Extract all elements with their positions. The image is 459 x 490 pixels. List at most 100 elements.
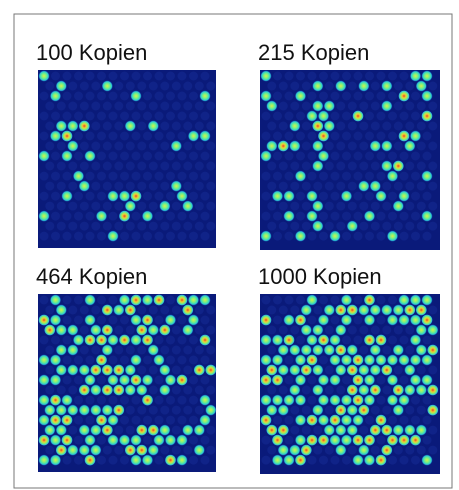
well <box>308 72 317 81</box>
spot <box>50 90 61 101</box>
spot <box>398 354 409 365</box>
well <box>120 232 129 241</box>
well <box>325 406 334 415</box>
well <box>319 296 328 305</box>
well <box>308 232 317 241</box>
well <box>206 162 215 171</box>
spot <box>329 374 340 385</box>
well <box>109 172 118 181</box>
well <box>371 102 380 111</box>
well <box>400 376 409 385</box>
well <box>63 232 72 241</box>
well <box>97 192 106 201</box>
well <box>206 306 215 315</box>
well <box>114 162 123 171</box>
well <box>273 92 282 101</box>
well <box>143 172 152 181</box>
well <box>109 296 118 305</box>
well <box>262 112 271 121</box>
spot <box>176 294 187 305</box>
well <box>405 182 414 191</box>
well <box>178 212 187 221</box>
well <box>103 122 112 131</box>
well <box>400 152 409 161</box>
spot <box>125 445 136 456</box>
spot <box>153 435 164 446</box>
spot <box>56 304 67 315</box>
spot <box>370 384 381 395</box>
spot <box>84 294 95 305</box>
well <box>285 416 294 425</box>
well <box>365 172 374 181</box>
well <box>178 416 187 425</box>
spot <box>130 191 141 202</box>
well <box>417 222 426 231</box>
spot <box>398 314 409 325</box>
spot <box>136 425 147 436</box>
spot <box>61 191 72 202</box>
spot <box>421 171 432 182</box>
well <box>172 306 181 315</box>
well <box>155 132 164 141</box>
spot <box>194 425 205 436</box>
well <box>166 356 175 365</box>
well <box>45 446 54 455</box>
well <box>155 316 164 325</box>
well <box>183 102 192 111</box>
spot <box>318 334 329 345</box>
well <box>354 296 363 305</box>
well <box>411 416 420 425</box>
well <box>342 212 351 221</box>
well <box>290 326 299 335</box>
spot <box>295 435 306 446</box>
spot <box>272 435 283 446</box>
spot <box>61 395 72 406</box>
well <box>319 192 328 201</box>
well <box>132 112 141 121</box>
spot <box>312 80 323 91</box>
well <box>342 112 351 121</box>
well <box>302 406 311 415</box>
well <box>120 172 129 181</box>
well <box>126 406 135 415</box>
well <box>382 386 391 395</box>
well <box>273 416 282 425</box>
well <box>371 82 380 91</box>
well <box>290 102 299 111</box>
well <box>189 336 198 345</box>
spot <box>370 140 381 151</box>
spot <box>387 374 398 385</box>
spot <box>84 150 95 161</box>
well <box>336 202 345 211</box>
spot <box>347 364 358 375</box>
well <box>336 162 345 171</box>
spot <box>38 150 49 161</box>
spot <box>266 140 277 151</box>
well <box>183 82 192 91</box>
well <box>160 82 169 91</box>
well <box>336 122 345 131</box>
spot <box>119 191 130 202</box>
well <box>417 182 426 191</box>
well <box>195 182 204 191</box>
spot <box>130 294 141 305</box>
spot <box>416 304 427 315</box>
spot <box>84 314 95 325</box>
spot <box>347 304 358 315</box>
well <box>290 202 299 211</box>
well <box>143 192 152 201</box>
well <box>342 132 351 141</box>
well <box>160 406 169 415</box>
spot <box>278 445 289 456</box>
well <box>109 72 118 81</box>
well <box>394 326 403 335</box>
spot <box>416 425 427 436</box>
spot <box>341 435 352 446</box>
well <box>302 82 311 91</box>
well <box>285 72 294 81</box>
spot <box>347 221 358 232</box>
spot <box>329 334 340 345</box>
spot <box>113 384 124 395</box>
spot <box>312 120 323 131</box>
well <box>377 436 386 445</box>
